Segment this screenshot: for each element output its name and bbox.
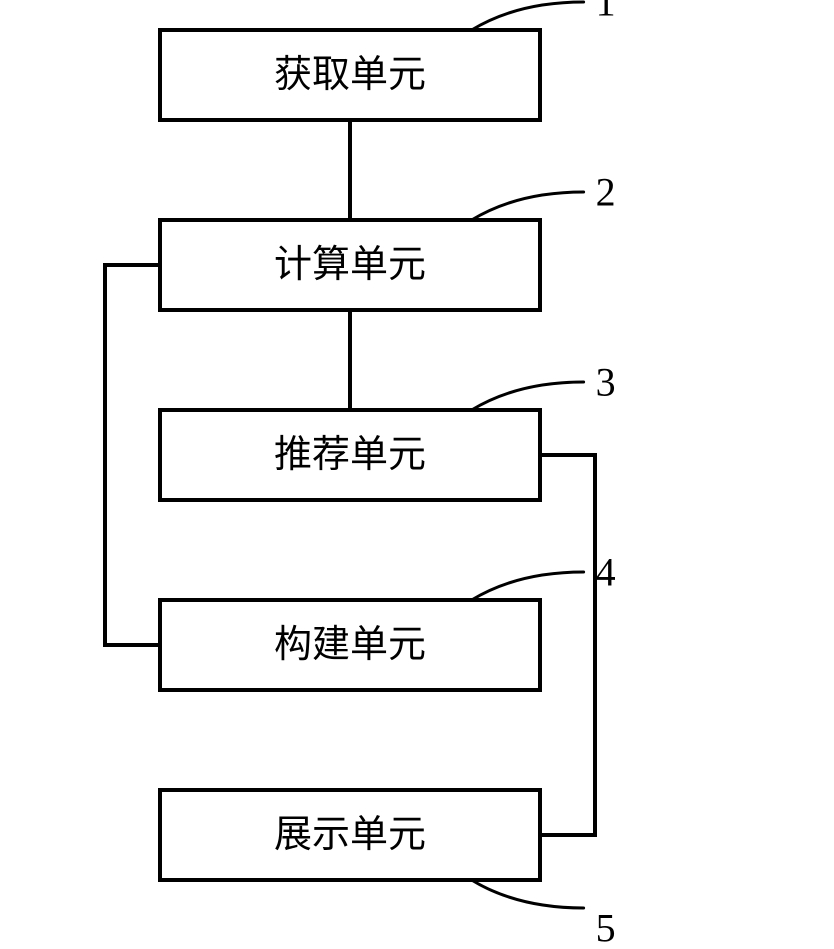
node-label: 展示单元 xyxy=(274,814,426,856)
leader-line xyxy=(472,382,584,410)
node-n4: 构建单元 4 xyxy=(160,550,616,691)
edge-n3-n5 xyxy=(540,455,595,835)
node-label: 构建单元 xyxy=(274,624,426,666)
leader-line xyxy=(472,880,584,908)
edge-n2-n4 xyxy=(105,265,160,645)
flowchart-diagram: 获取单元 1 计算单元 2 推荐单元 3 构建单元 4 展示单元 5 xyxy=(0,0,834,949)
leader-line xyxy=(472,572,584,600)
node-n3: 推荐单元 3 xyxy=(160,360,616,501)
reference-number: 3 xyxy=(596,360,616,405)
node-n2: 计算单元 2 xyxy=(160,170,616,311)
leader-line xyxy=(472,192,584,220)
node-n5: 展示单元 5 xyxy=(160,790,616,949)
leader-line xyxy=(472,2,584,30)
reference-number: 1 xyxy=(596,0,616,25)
reference-number: 4 xyxy=(596,550,616,595)
node-n1: 获取单元 1 xyxy=(160,0,616,120)
node-label: 推荐单元 xyxy=(274,434,426,476)
reference-number: 5 xyxy=(596,906,616,949)
node-label: 获取单元 xyxy=(274,54,426,96)
reference-number: 2 xyxy=(596,170,616,215)
node-label: 计算单元 xyxy=(274,244,426,286)
